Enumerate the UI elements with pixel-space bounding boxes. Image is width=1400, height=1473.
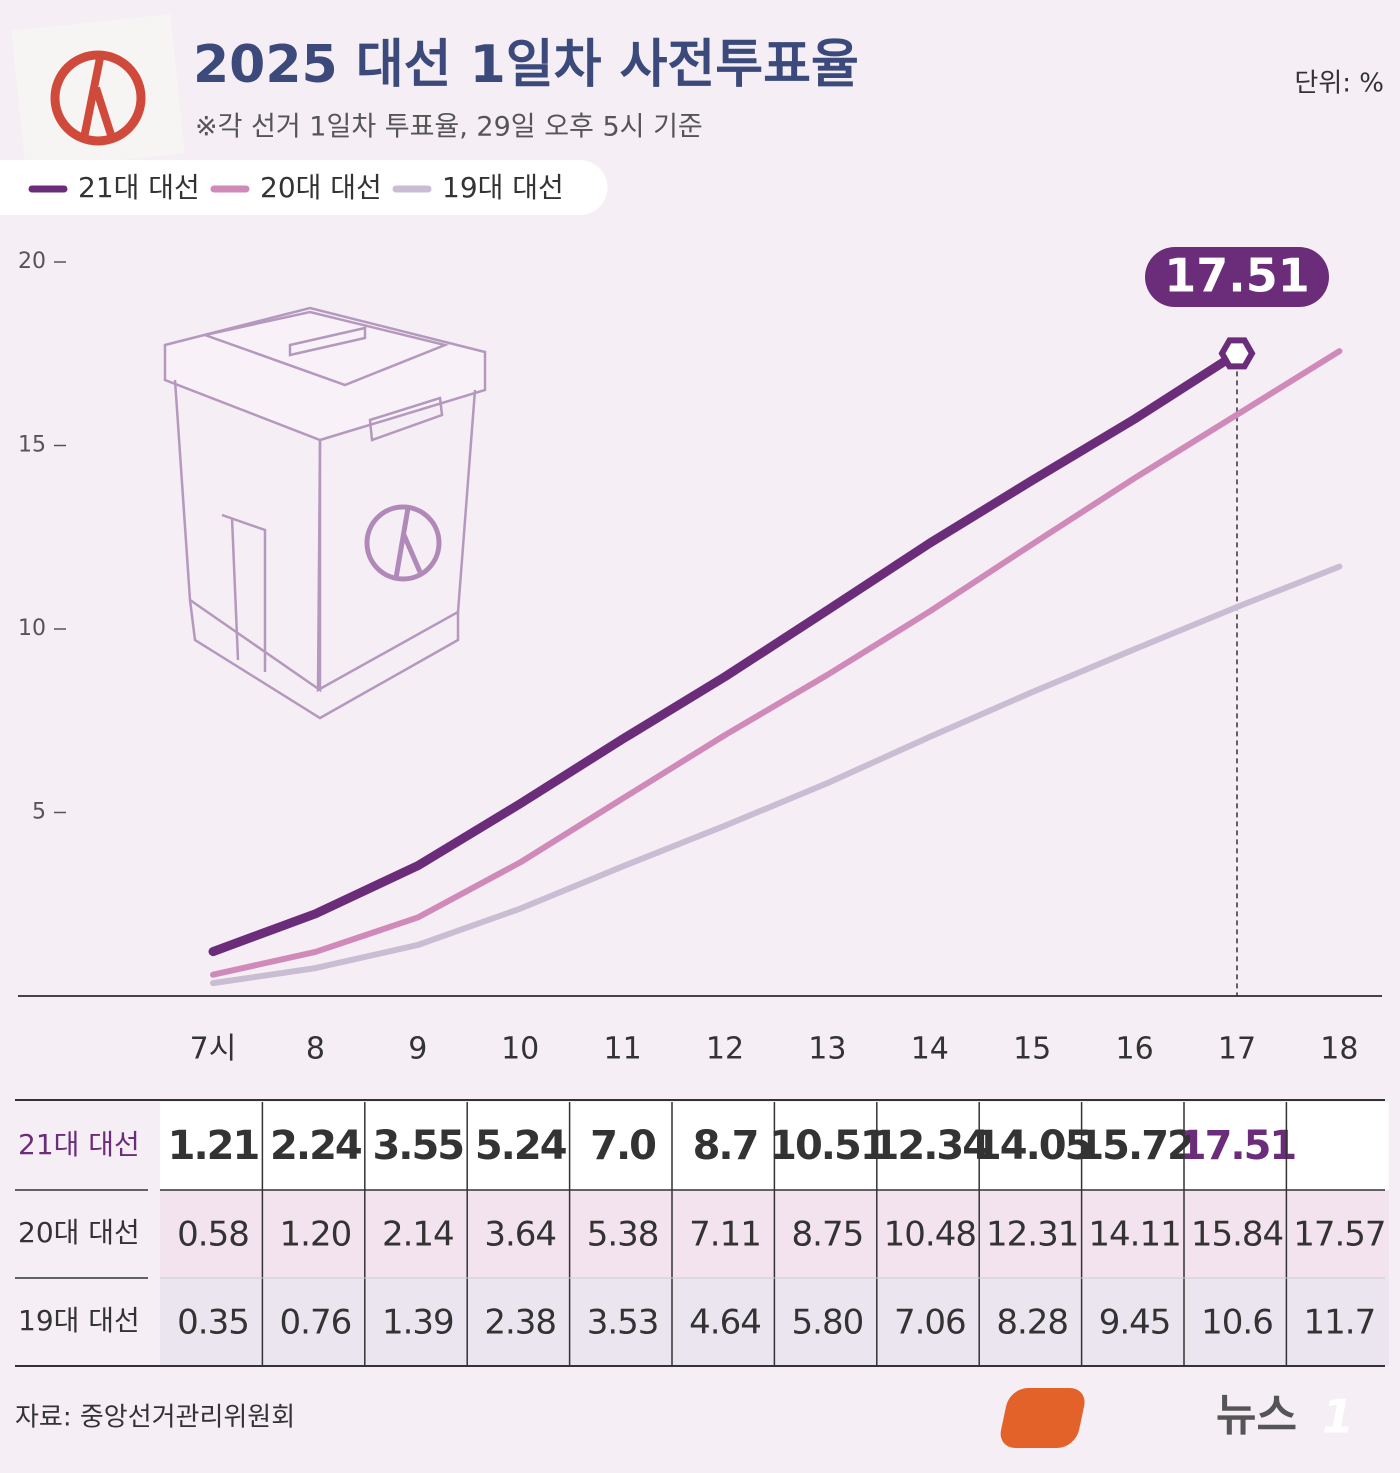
table-cell: 3.55 [372, 1123, 463, 1169]
callout-box [1145, 247, 1329, 307]
y-tick-label: 5 [32, 800, 46, 825]
table-cell: 10.51 [769, 1123, 886, 1169]
x-tick-label: 12 [706, 1032, 744, 1067]
table-cell: 10.48 [884, 1215, 976, 1255]
x-tick-label: 14 [911, 1032, 949, 1067]
table-cell: 5.24 [475, 1123, 566, 1169]
x-tick-label: 10 [501, 1032, 539, 1067]
legend-label: 20대 대선 [260, 171, 382, 204]
table-cell: 0.35 [177, 1303, 249, 1343]
chart-title: 2025 대선 1일차 사전투표율 [193, 35, 859, 95]
table-cell: 14.11 [1088, 1215, 1180, 1255]
x-tick-label: 13 [808, 1032, 846, 1067]
series-line [210, 348, 1343, 978]
series-line [210, 563, 1343, 987]
table-cell: 7.11 [689, 1215, 761, 1255]
table-cell: 17.57 [1293, 1215, 1385, 1255]
table-row-label: 19대 대선 [18, 1304, 140, 1337]
legend-box [0, 160, 608, 215]
table-cell: 14.05 [974, 1123, 1091, 1169]
table-cell: 2.24 [270, 1123, 361, 1169]
x-tick-label: 17 [1218, 1032, 1256, 1067]
logo-badge [1000, 1388, 1085, 1448]
unit-label: 단위: % [1294, 69, 1384, 99]
table-cell: 3.53 [587, 1303, 659, 1343]
table-cell: 9.45 [1099, 1303, 1171, 1343]
series-line [208, 348, 1242, 957]
logo-text: 뉴스 [1216, 1390, 1297, 1441]
table-cell: 8.75 [792, 1215, 864, 1255]
stamp-icon [11, 14, 185, 170]
table-cell: 7.06 [894, 1303, 966, 1343]
y-tick-label: 10 [18, 616, 46, 641]
table-cell: 1.20 [280, 1215, 352, 1255]
legend-label: 19대 대선 [442, 171, 564, 204]
callout-label: 17.51 [1164, 249, 1310, 303]
table-cell: 1.39 [382, 1303, 454, 1343]
table-cell: 5.80 [792, 1303, 864, 1343]
table-cell: 4.64 [689, 1303, 761, 1343]
x-tick-label: 7시 [190, 1032, 237, 1067]
y-tick-label: 15 [18, 433, 46, 458]
table-cell: 11.7 [1304, 1303, 1376, 1343]
table-cell: 12.34 [872, 1123, 989, 1169]
table-cell: 17.51 [1179, 1123, 1296, 1169]
logo-mark: 1 [1322, 1390, 1354, 1444]
x-tick-label: 18 [1320, 1032, 1358, 1067]
table-cell: 2.38 [484, 1303, 556, 1343]
table-cell: 15.84 [1191, 1215, 1283, 1255]
logo: 뉴스 1 [1000, 1388, 1354, 1448]
chart-subtitle: ※각 선거 1일차 투표율, 29일 오후 5시 기준 [195, 112, 703, 143]
table-cell: 0.58 [177, 1215, 249, 1255]
table-cell: 10.6 [1201, 1303, 1273, 1343]
source: 자료: 중앙선거관리위원회 [15, 1403, 295, 1433]
x-tick-label: 15 [1013, 1032, 1051, 1067]
table-cell: 3.64 [484, 1215, 556, 1255]
table-cell: 5.38 [587, 1215, 659, 1255]
x-tick-label: 8 [306, 1032, 325, 1067]
y-tick-label: 20 [18, 249, 46, 274]
table-cell: 0.76 [280, 1303, 352, 1343]
table-cell: 7.0 [590, 1123, 655, 1169]
legend-label: 21대 대선 [78, 171, 200, 204]
table-cell: 8.7 [693, 1123, 758, 1169]
table-cell: 12.31 [986, 1215, 1078, 1255]
x-tick-label: 11 [604, 1032, 642, 1067]
table-row-label: 21대 대선 [18, 1128, 140, 1161]
table-cell: 1.21 [168, 1123, 259, 1169]
highlight-marker [1218, 337, 1256, 370]
x-tick-label: 16 [1116, 1032, 1154, 1067]
ballot-box-illustration [163, 306, 487, 720]
table-cell: 2.14 [382, 1215, 454, 1255]
table-cell: 15.72 [1076, 1123, 1193, 1169]
table-row-label: 20대 대선 [18, 1216, 140, 1249]
x-tick-label: 9 [408, 1032, 427, 1067]
table-cell: 8.28 [996, 1303, 1068, 1343]
